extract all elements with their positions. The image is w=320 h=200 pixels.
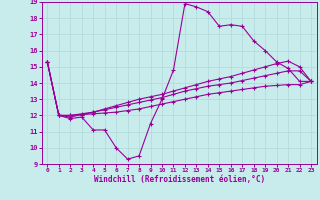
X-axis label: Windchill (Refroidissement éolien,°C): Windchill (Refroidissement éolien,°C) — [94, 175, 265, 184]
